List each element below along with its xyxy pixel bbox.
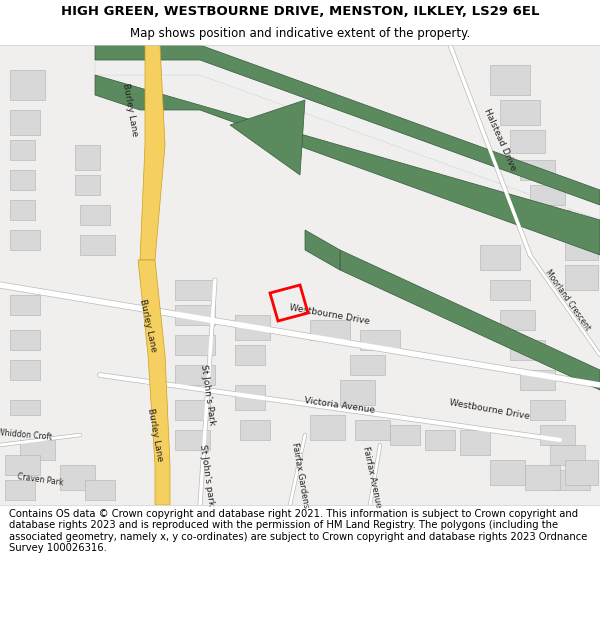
Polygon shape: [175, 305, 215, 325]
Polygon shape: [20, 440, 55, 460]
Polygon shape: [550, 445, 585, 465]
Polygon shape: [520, 370, 555, 390]
Polygon shape: [490, 65, 530, 95]
Polygon shape: [10, 70, 45, 100]
Polygon shape: [565, 265, 598, 290]
Polygon shape: [80, 235, 115, 255]
Polygon shape: [80, 205, 110, 225]
Polygon shape: [540, 210, 570, 227]
Polygon shape: [480, 245, 520, 270]
Polygon shape: [95, 60, 600, 220]
Polygon shape: [340, 380, 375, 405]
Polygon shape: [460, 430, 490, 455]
Text: Burley Lane: Burley Lane: [138, 298, 158, 352]
Polygon shape: [10, 360, 40, 380]
Polygon shape: [350, 355, 385, 375]
Polygon shape: [340, 250, 600, 390]
Polygon shape: [500, 100, 540, 125]
Polygon shape: [140, 45, 165, 260]
Polygon shape: [360, 330, 400, 350]
Text: Halstead Drive: Halstead Drive: [482, 107, 518, 172]
Polygon shape: [10, 170, 35, 190]
Polygon shape: [510, 340, 545, 360]
Text: St John's Park: St John's Park: [199, 364, 217, 426]
Polygon shape: [75, 145, 100, 170]
Polygon shape: [305, 230, 340, 270]
Polygon shape: [10, 140, 35, 160]
Polygon shape: [310, 320, 350, 340]
Polygon shape: [10, 200, 35, 220]
Polygon shape: [555, 470, 590, 490]
Text: Fairfax Avenue: Fairfax Avenue: [361, 446, 383, 509]
Polygon shape: [540, 425, 575, 445]
Text: Craven Park: Craven Park: [16, 472, 64, 488]
Polygon shape: [175, 280, 215, 300]
Polygon shape: [525, 465, 560, 490]
Polygon shape: [490, 460, 525, 485]
Polygon shape: [355, 420, 390, 440]
Polygon shape: [0, 45, 600, 505]
Polygon shape: [530, 400, 565, 420]
Polygon shape: [230, 100, 305, 175]
Polygon shape: [530, 185, 565, 205]
Text: Contains OS data © Crown copyright and database right 2021. This information is : Contains OS data © Crown copyright and d…: [9, 509, 587, 553]
Text: Burley Lane: Burley Lane: [121, 82, 139, 138]
Polygon shape: [235, 315, 270, 340]
Text: St John's park: St John's park: [198, 444, 216, 506]
Polygon shape: [425, 430, 455, 450]
Text: Burley Lane: Burley Lane: [146, 408, 164, 462]
Polygon shape: [85, 480, 115, 500]
Polygon shape: [175, 365, 215, 385]
Polygon shape: [75, 175, 100, 195]
Polygon shape: [390, 425, 420, 445]
Polygon shape: [520, 160, 555, 180]
Polygon shape: [240, 420, 270, 440]
Polygon shape: [10, 295, 40, 315]
Polygon shape: [138, 260, 170, 505]
Text: Moorland Crescent: Moorland Crescent: [544, 268, 592, 332]
Polygon shape: [510, 130, 545, 153]
Text: Westbourne Drive: Westbourne Drive: [289, 304, 371, 326]
Polygon shape: [10, 230, 40, 250]
Polygon shape: [235, 345, 265, 365]
Text: Victoria Avenue: Victoria Avenue: [304, 396, 376, 414]
Text: HIGH GREEN, WESTBOURNE DRIVE, MENSTON, ILKLEY, LS29 6EL: HIGH GREEN, WESTBOURNE DRIVE, MENSTON, I…: [61, 5, 539, 18]
Polygon shape: [60, 465, 95, 490]
Polygon shape: [5, 455, 40, 475]
Polygon shape: [10, 400, 40, 415]
Polygon shape: [565, 460, 598, 485]
Polygon shape: [10, 110, 40, 135]
Polygon shape: [95, 75, 600, 255]
Text: Map shows position and indicative extent of the property.: Map shows position and indicative extent…: [130, 28, 470, 40]
Polygon shape: [500, 310, 535, 330]
Polygon shape: [175, 400, 210, 420]
Text: Fairfax Gardens: Fairfax Gardens: [290, 442, 310, 508]
Polygon shape: [565, 235, 598, 260]
Polygon shape: [490, 280, 530, 300]
Polygon shape: [175, 335, 215, 355]
Polygon shape: [95, 45, 600, 205]
Polygon shape: [5, 480, 35, 500]
Text: Whiddon Croft: Whiddon Croft: [0, 428, 53, 442]
Polygon shape: [175, 430, 210, 450]
Text: Westbourne Drive: Westbourne Drive: [449, 399, 531, 421]
Polygon shape: [10, 330, 40, 350]
Polygon shape: [310, 415, 345, 440]
Polygon shape: [235, 385, 265, 410]
